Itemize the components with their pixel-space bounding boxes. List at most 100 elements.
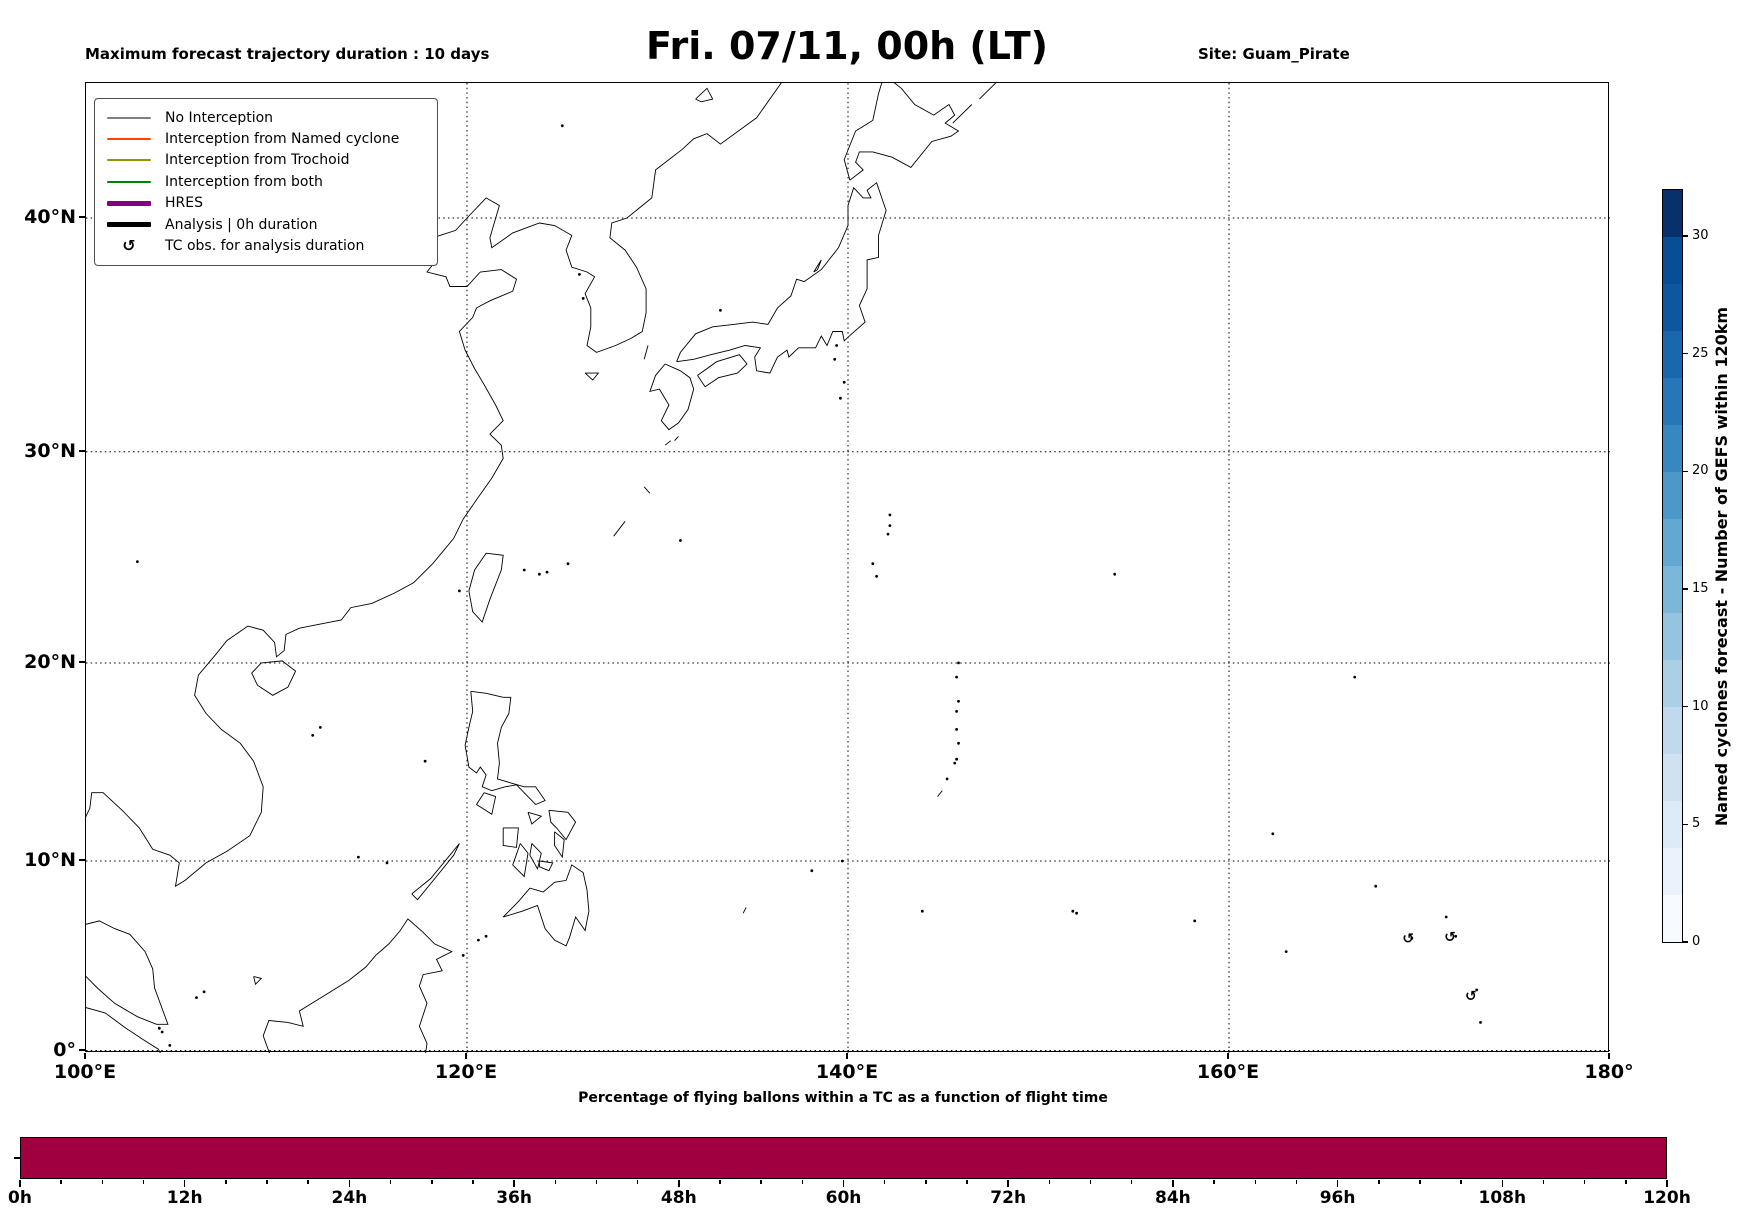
flight-bar-title: Percentage of flying ballons within a TC… xyxy=(578,1090,1108,1106)
colorbar-tick xyxy=(1683,470,1688,473)
island-dot xyxy=(833,357,837,361)
legend-label: Interception from both xyxy=(165,173,323,190)
legend-line-swatch xyxy=(107,159,151,162)
map-xtick-label: 140°E xyxy=(815,1061,879,1083)
island-dot xyxy=(871,562,875,566)
map-xtick-label: 180° xyxy=(1584,1061,1634,1083)
coastline-map: ↺ ↺ ↺ xyxy=(86,83,1610,1053)
flight-axis-minor-tick xyxy=(554,1180,557,1184)
flight-axis-minor-tick xyxy=(883,1180,886,1184)
flight-axis-minor-tick xyxy=(1089,1180,1092,1184)
map-xtick-label: 120°E xyxy=(434,1061,498,1083)
colorbar-segment xyxy=(1663,237,1682,284)
island-dot xyxy=(886,532,890,536)
island-dot xyxy=(566,562,570,566)
coastline xyxy=(86,83,782,888)
legend-line-swatch xyxy=(107,222,151,228)
map-xtick xyxy=(846,1053,848,1059)
flight-axis-minor-tick xyxy=(142,1180,145,1184)
map-xtick xyxy=(1608,1053,1610,1059)
island-dot xyxy=(385,861,389,865)
island-dot xyxy=(888,513,892,517)
site-name-text: Site: Guam_Pirate xyxy=(1198,45,1350,63)
island-dot xyxy=(1075,911,1078,915)
colorbar-segment xyxy=(1663,613,1682,660)
legend-item-1: Interception from Named cyclone xyxy=(107,128,429,149)
flight-axis-major-tick xyxy=(1336,1180,1339,1187)
map-xtick xyxy=(465,1053,467,1059)
colorbar-label: Named cyclones forecast - Number of GEFS… xyxy=(1712,306,1732,826)
island-dot xyxy=(318,726,322,729)
flight-axis-minor-tick xyxy=(1583,1180,1586,1184)
coastline xyxy=(979,83,997,100)
map-ytick xyxy=(79,859,85,861)
island-dot xyxy=(920,909,924,913)
colorbar-tick-label: 10 xyxy=(1692,698,1709,714)
colorbar-tick-label: 5 xyxy=(1692,816,1701,832)
flight-axis-minor-tick xyxy=(1419,1180,1421,1184)
flight-axis-tick-label: 96h xyxy=(1319,1188,1356,1208)
flight-axis-tick-label: 108h xyxy=(1478,1188,1527,1208)
legend-label: Analysis | 0h duration xyxy=(165,216,318,233)
coastline xyxy=(742,907,747,914)
colorbar-segment xyxy=(1663,425,1682,472)
colorbar-label-wrap: Named cyclones forecast - Number of GEFS… xyxy=(1697,189,1747,943)
legend-label: Interception from Trochoid xyxy=(165,152,350,169)
map-ytick-label: 0° xyxy=(53,1039,76,1061)
colorbar-segment xyxy=(1663,754,1682,801)
legend-line xyxy=(107,200,151,206)
tc-obs-icon: ↺ xyxy=(1444,929,1456,945)
island-dot xyxy=(1374,884,1378,888)
flight-axis-major-tick xyxy=(1172,1180,1174,1187)
island-dot xyxy=(357,855,360,859)
coastline xyxy=(676,181,887,374)
colorbar-segment xyxy=(1663,848,1682,895)
island-dot xyxy=(1475,988,1479,992)
colorbar-tick xyxy=(1683,941,1688,943)
flight-axis-minor-tick xyxy=(1378,1180,1380,1184)
legend-label: No Interception xyxy=(165,109,274,126)
flight-axis-minor-tick xyxy=(225,1180,227,1184)
island-dot xyxy=(719,308,722,312)
legend-item-0: No Interception xyxy=(107,107,429,128)
island-dot xyxy=(1444,915,1448,919)
coastline xyxy=(468,552,504,623)
legend-label: Interception from Named cyclone xyxy=(165,131,400,148)
map-ytick-label: 30°N xyxy=(24,439,76,462)
colorbar-segment xyxy=(1663,378,1682,425)
coastline xyxy=(843,83,960,181)
flight-axis-minor-tick xyxy=(636,1180,639,1184)
colorbar-tick xyxy=(1683,823,1688,826)
island-dot xyxy=(955,757,958,761)
map-xtick-label: 160°E xyxy=(1196,1061,1260,1083)
flight-axis-minor-tick xyxy=(1130,1180,1133,1184)
legend-item-2: Interception from Trochoid xyxy=(107,150,429,171)
map-ytick xyxy=(79,1049,85,1051)
flight-axis-minor-tick xyxy=(431,1180,433,1184)
island-dot xyxy=(888,524,892,527)
flight-axis-minor-tick xyxy=(472,1180,474,1184)
island-dot xyxy=(835,344,838,347)
colorbar-segment xyxy=(1663,707,1682,754)
coastline xyxy=(813,259,822,273)
colorbar-tick-label: 25 xyxy=(1692,345,1709,361)
colorbar-tick xyxy=(1683,235,1688,237)
coastline xyxy=(464,690,546,806)
island-dot xyxy=(1271,832,1275,836)
map-ytick xyxy=(79,216,85,218)
legend-item-5: Analysis | 0h duration xyxy=(107,214,429,235)
flight-axis-minor-tick xyxy=(266,1180,268,1184)
island-dot xyxy=(953,761,957,765)
map-ytick xyxy=(79,449,85,452)
island-dot xyxy=(560,124,564,128)
island-dot xyxy=(1353,675,1357,679)
flight-axis-major-tick xyxy=(678,1180,680,1187)
flight-axis-tick-label: 12h xyxy=(166,1188,203,1208)
island-dot xyxy=(1071,909,1075,913)
colorbar-tick-label: 20 xyxy=(1692,463,1709,479)
flight-axis-minor-tick xyxy=(1295,1180,1298,1184)
coastline xyxy=(86,1007,161,1053)
island-dot xyxy=(1410,936,1414,940)
flight-axis-minor-tick xyxy=(801,1180,804,1184)
cyclone-symbol-icon: ↺ xyxy=(122,236,136,256)
